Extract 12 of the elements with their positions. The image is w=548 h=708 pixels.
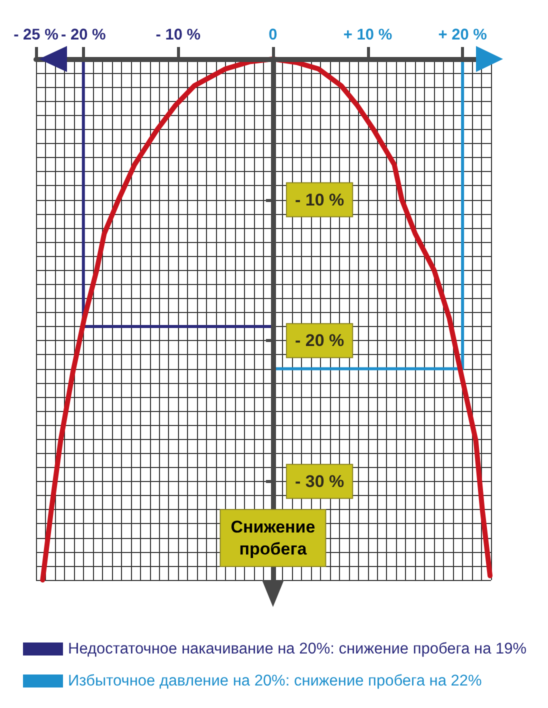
x-tick-label: 0 xyxy=(268,26,278,44)
y-axis-title: Снижение пробега xyxy=(230,518,316,558)
x-tick-label: + 10 % xyxy=(343,26,392,44)
y-tick-label: - 10 % xyxy=(294,190,344,210)
x-tick-label: - 10 % xyxy=(156,26,201,44)
x-tick-label: - 25 % xyxy=(14,26,59,44)
x-tick-label: + 20 % xyxy=(438,26,488,44)
x-tick-label: - 20 % xyxy=(60,26,106,44)
legend-label: Избыточное давление на 20%: снижение пробега на 22% xyxy=(68,672,482,690)
y-tick-label: - 20 % xyxy=(294,331,344,350)
y-tick-label: - 30 % xyxy=(294,472,344,491)
legend-label: Недостаточное накачивание на 20%: снижение пробега на 19% xyxy=(68,640,527,658)
